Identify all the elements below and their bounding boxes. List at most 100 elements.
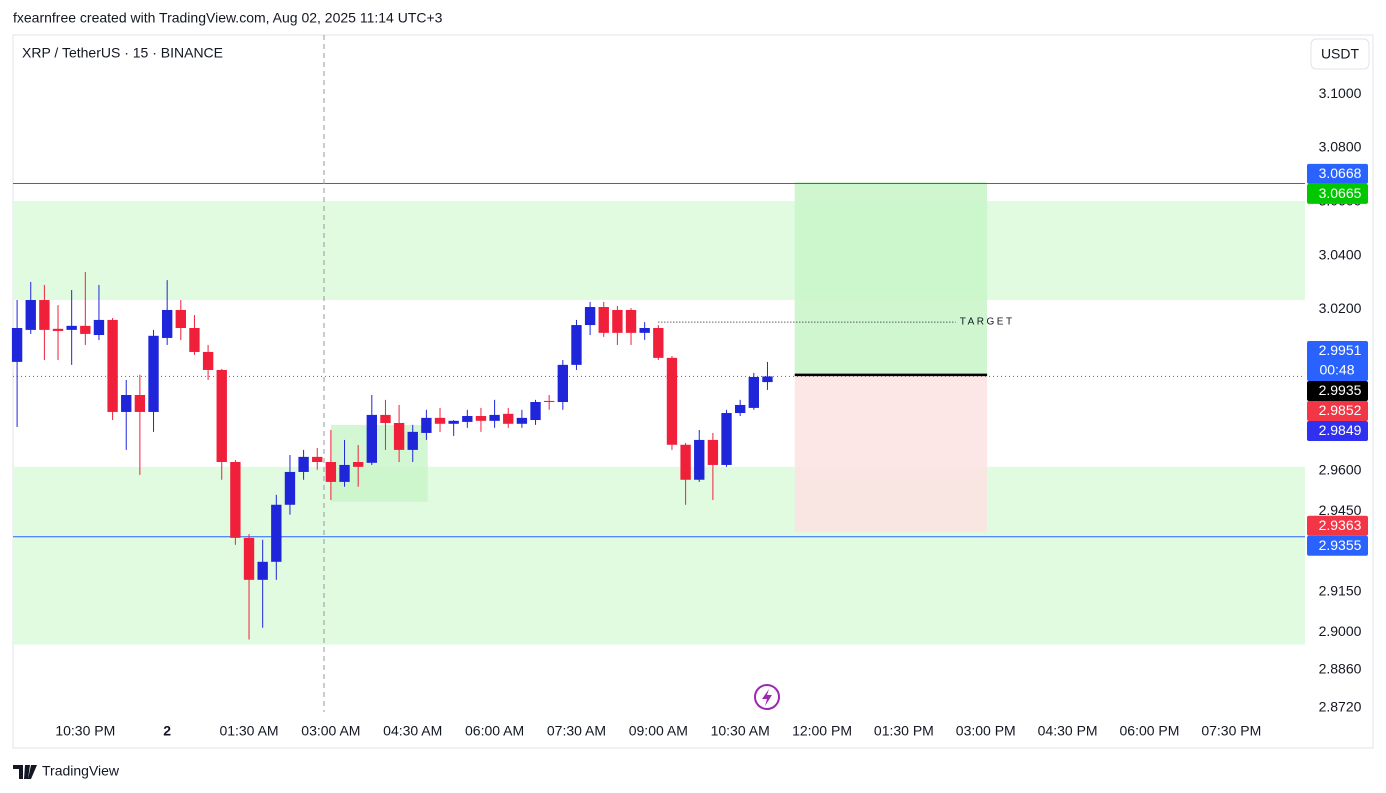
- symbol: XRP / TetherUS · 15 · BINANCE: [22, 45, 223, 61]
- candle-body: [25, 300, 36, 330]
- y-tick-label: 3.0400: [1319, 246, 1362, 262]
- y-tick-label: 2.9000: [1319, 623, 1362, 639]
- price-label-box: [1307, 401, 1368, 422]
- x-tick-label: 07:30 PM: [1201, 723, 1261, 739]
- target-label: TARGET: [960, 317, 1015, 328]
- currency[interactable]: USDT: [1321, 46, 1360, 62]
- candle-body: [448, 420, 459, 424]
- y-tick-label: 2.9600: [1319, 462, 1362, 478]
- candle-body: [80, 325, 91, 334]
- candle-body: [625, 309, 637, 333]
- candle-body: [584, 307, 596, 326]
- candle-body: [339, 464, 350, 482]
- x-tick-label: 04:30 PM: [1038, 723, 1098, 739]
- profit-zone: [794, 182, 988, 375]
- x-tick-label: 07:30 AM: [547, 723, 606, 739]
- candle-body: [475, 415, 487, 421]
- price-label: 2.9849: [1319, 422, 1362, 438]
- candle-body: [161, 309, 173, 338]
- candle-body: [516, 417, 528, 424]
- price-label-box: [1307, 183, 1368, 204]
- candle-body: [271, 504, 282, 562]
- candle-body: [694, 439, 705, 480]
- candle-body: [612, 309, 623, 333]
- candle-body: [312, 456, 323, 462]
- x-tick-label: 12:00 PM: [792, 723, 852, 739]
- candle-body: [325, 461, 337, 482]
- x-tick-label: 10:30 AM: [711, 723, 770, 739]
- candle-body: [407, 431, 418, 450]
- price-label: 2.9852: [1319, 402, 1362, 418]
- zone: [13, 201, 1305, 301]
- x-tick-label: 01:30 PM: [874, 723, 934, 739]
- x-tick-label: 09:00 AM: [629, 723, 688, 739]
- candle-body: [148, 335, 159, 412]
- price-label: 2.9935: [1319, 382, 1362, 398]
- credit: fxearnfree created with TradingView.com,…: [13, 10, 443, 26]
- alert-icon[interactable]: [754, 684, 780, 710]
- candle-body: [134, 394, 146, 412]
- candle-body: [202, 351, 214, 370]
- y-tick-label: 3.0200: [1319, 300, 1362, 316]
- candle-body: [298, 456, 309, 472]
- y-tick-label: 3.0800: [1319, 139, 1362, 155]
- x-tick-label: 06:00 AM: [465, 723, 524, 739]
- candle-body: [530, 401, 541, 421]
- alert-bolt: [762, 689, 772, 706]
- candle-body: [39, 300, 50, 330]
- price-label: 2.9363: [1319, 517, 1362, 533]
- price-label-box: [1307, 381, 1368, 402]
- countdown: 00:48: [1319, 362, 1354, 378]
- candle-body: [121, 394, 132, 412]
- candle-body: [639, 328, 650, 333]
- price-label: 2.9355: [1319, 537, 1362, 553]
- candle-body: [721, 413, 732, 465]
- candle-body: [11, 328, 23, 362]
- candle-body: [380, 414, 391, 423]
- candle-body: [189, 328, 200, 352]
- y-tick-label: 2.8720: [1319, 698, 1362, 714]
- y-tick-label: 2.8860: [1319, 661, 1362, 677]
- x-tick-label: 06:00 PM: [1120, 723, 1180, 739]
- candle-body: [284, 471, 296, 505]
- y-tick-label: 3.1000: [1319, 85, 1362, 101]
- candle-body: [680, 444, 691, 480]
- candle-body: [52, 328, 64, 331]
- brand: TradingView: [42, 763, 120, 779]
- candle-body: [393, 422, 405, 450]
- loss-zone: [794, 374, 988, 532]
- candle-body: [707, 439, 719, 465]
- candle-body: [762, 376, 773, 383]
- candle-body: [107, 319, 118, 412]
- x-tick-label: 10:30 PM: [55, 723, 115, 739]
- candle-body: [230, 461, 241, 538]
- candle-body: [421, 417, 432, 433]
- price-label-box: [1307, 341, 1368, 382]
- price-label-box: [1307, 163, 1368, 184]
- price-label: 3.0665: [1319, 185, 1362, 201]
- y-tick-label: 2.9450: [1319, 502, 1362, 518]
- zone: [13, 466, 1305, 645]
- candle-body: [557, 364, 569, 402]
- candle-body: [257, 561, 268, 580]
- x-tick-label: 03:00 AM: [301, 723, 360, 739]
- x-tick-label: 01:30 AM: [219, 723, 278, 739]
- candle-body: [653, 328, 664, 358]
- price-label-box: [1307, 515, 1368, 536]
- candle-body: [462, 415, 473, 422]
- candle-body: [366, 414, 377, 463]
- price-label: 2.9951: [1319, 342, 1362, 358]
- candle-body: [666, 357, 678, 445]
- candle-body: [489, 414, 500, 421]
- candle-body: [503, 413, 514, 424]
- candle-body: [748, 376, 760, 408]
- candle-body: [352, 461, 364, 467]
- candle-body: [243, 537, 255, 580]
- candle-body: [598, 307, 609, 333]
- currency-button[interactable]: [1310, 38, 1370, 70]
- candle-body: [434, 417, 446, 424]
- price-label: 3.0668: [1319, 165, 1362, 181]
- price-label-box: [1307, 535, 1368, 556]
- x-tick-label: 03:00 PM: [956, 723, 1016, 739]
